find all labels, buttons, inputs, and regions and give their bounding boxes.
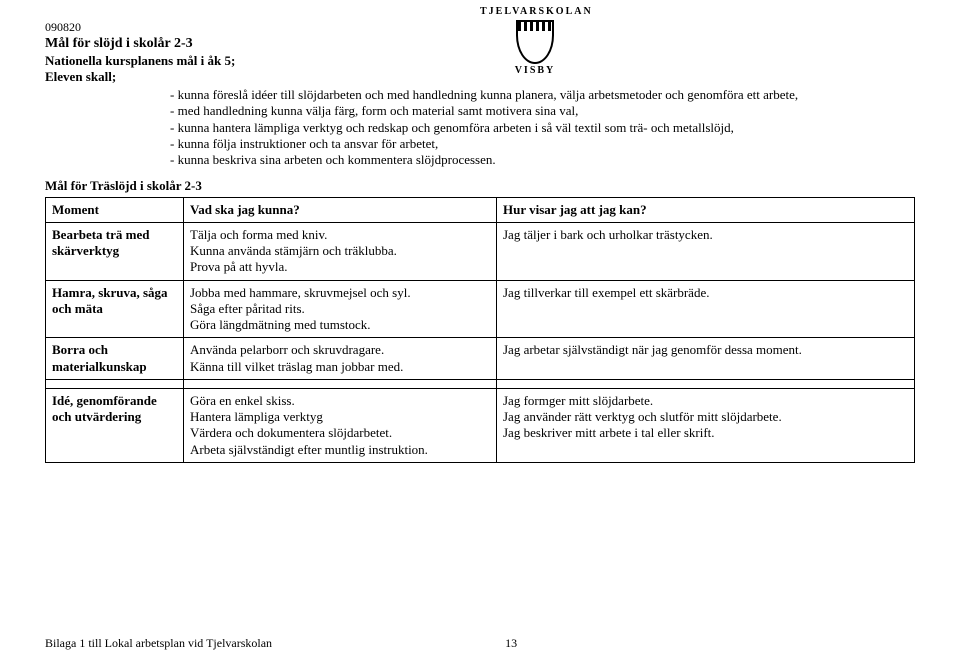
intro-item: kunna föreslå idéer till slöjdarbeten oc… [170,87,915,103]
page-footer: Bilaga 1 till Lokal arbetsplan vid Tjelv… [45,636,517,651]
cell-moment: Hamra, skruva, såga och mäta [46,280,184,338]
logo-top-text: TJELVARSKOLAN [480,6,590,19]
col-visar-header: Hur visar jag att jag kan? [497,197,915,222]
table-spacer-row [46,379,915,388]
cell-kunna: Jobba med hammare, skruvmejsel och syl.S… [184,280,497,338]
footer-text: Bilaga 1 till Lokal arbetsplan vid Tjelv… [45,636,272,650]
table-heading: Mål för Träslöjd i skolår 2-3 [45,178,915,194]
school-logo: TJELVARSKOLAN VISBY [480,6,590,77]
cell-moment: Idé, genomförande och utvärdering [46,388,184,462]
cell-moment: Borra och materialkunskap [46,338,184,380]
table-header-row: Moment Vad ska jag kunna? Hur visar jag … [46,197,915,222]
table-row: Idé, genomförande och utvärdering Göra e… [46,388,915,462]
table-row: Hamra, skruva, såga och mäta Jobba med h… [46,280,915,338]
cell-moment: Bearbeta trä med skärverktyg [46,222,184,280]
intro-item: kunna följa instruktioner och ta ansvar … [170,136,915,152]
footer-page-number: 13 [505,636,517,651]
intro-item: kunna beskriva sina arbeten och kommente… [170,152,915,168]
logo-bottom-text: VISBY [480,65,590,78]
cell-visar: Jag täljer i bark och urholkar trästycke… [497,222,915,280]
cell-visar: Jag arbetar självständigt när jag genomf… [497,338,915,380]
table-row: Borra och materialkunskap Använda pelarb… [46,338,915,380]
cell-kunna: Använda pelarborr och skruvdragare.Känna… [184,338,497,380]
cell-kunna: Göra en enkel skiss.Hantera lämpliga ver… [184,388,497,462]
col-kunna-header: Vad ska jag kunna? [184,197,497,222]
intro-item: kunna hantera lämpliga verktyg och redsk… [170,120,915,136]
cell-visar: Jag tillverkar till exempel ett skärbräd… [497,280,915,338]
intro-list: kunna föreslå idéer till slöjdarbeten oc… [45,87,915,168]
logo-shield-icon [516,20,554,64]
cell-visar: Jag formger mitt slöjdarbete.Jag använde… [497,388,915,462]
goals-table: Moment Vad ska jag kunna? Hur visar jag … [45,197,915,463]
table-row: Bearbeta trä med skärverktyg Tälja och f… [46,222,915,280]
intro-item: med handledning kunna välja färg, form o… [170,103,915,119]
col-moment-header: Moment [46,197,184,222]
cell-kunna: Tälja och forma med kniv.Kunna använda s… [184,222,497,280]
